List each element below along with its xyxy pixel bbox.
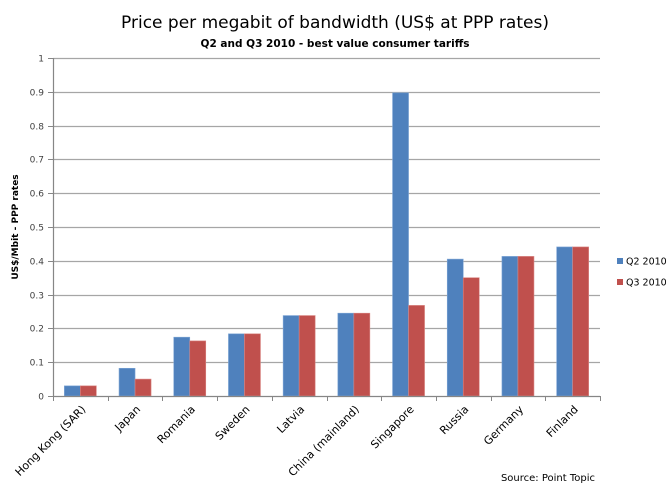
bar-q3-2010-latvia	[298, 315, 316, 397]
x-tick-label: Russia	[437, 403, 471, 437]
y-tick-label: 0	[38, 393, 44, 403]
x-tick-label: Hong Kong (SAR)	[13, 403, 89, 479]
legend-swatch	[617, 258, 623, 264]
bar-q2-2010-russia	[446, 258, 464, 397]
y-tick-label: 0.1	[30, 359, 44, 369]
bar-q2-2010-finland	[556, 246, 573, 397]
bar-q2-2010-hong-kong-sar	[64, 385, 81, 397]
bar-q2-2010-singapore	[392, 92, 409, 397]
bar-q2-2010-china-mainland	[337, 312, 355, 397]
bar-q2-2010-japan	[118, 367, 136, 397]
bar-q2-2010-latvia	[282, 315, 300, 397]
bar-q3-2010-germany	[517, 256, 535, 397]
gridlines	[53, 57, 600, 364]
legend-label: Q3 2010	[626, 278, 667, 289]
x-tick-label: Germany	[481, 403, 526, 448]
bar-q2-2010-sweden	[228, 333, 245, 397]
bar-q3-2010-china-mainland	[353, 312, 371, 397]
axes	[52, 58, 600, 398]
legend-label: Q2 2010	[626, 257, 667, 268]
x-axis-ticks: Hong Kong (SAR) Japan Romania Sweden LatviaC…	[13, 396, 601, 479]
x-tick-label: Japan	[112, 403, 144, 435]
bar-q2-2010-germany	[501, 256, 519, 397]
legend-swatch	[617, 279, 623, 285]
y-tick-label: 0.4	[30, 258, 45, 268]
chart-subtitle: Q2 and Q3 2010 - best value consumer tar…	[201, 38, 470, 50]
x-tick-label: Romania	[155, 403, 198, 446]
bar-q3-2010-japan	[134, 378, 152, 397]
bar-q3-2010-hong-kong-sar	[80, 385, 97, 397]
y-tick-label: 0.9	[30, 89, 45, 99]
y-tick-label: 0.3	[30, 292, 44, 302]
y-tick-label: 0.8	[30, 123, 45, 133]
chart-title: Price per megabit of bandwidth (US$ at P…	[121, 13, 549, 33]
y-tick-label: 0.6	[30, 190, 45, 200]
bar-q2-2010-romania	[173, 336, 191, 397]
bar-q3-2010-russia	[462, 277, 480, 397]
bars	[64, 92, 589, 397]
legend: Q2 2010 Q3 2010	[617, 257, 667, 289]
y-tick-label: 0.2	[30, 325, 44, 335]
y-axis-ticks: 0 0.1 0.2 0.3 0.4 0.5 0.6 0.7 0.8 0.9 1	[30, 55, 53, 403]
y-tick-label: 0.7	[30, 156, 44, 166]
x-tick-label: Finland	[544, 403, 581, 440]
y-tick-label: 0.5	[30, 224, 44, 234]
y-tick-label: 1	[38, 55, 44, 65]
bar-q3-2010-singapore	[408, 305, 425, 397]
y-axis-label: US$/Mbit - PPP rates	[11, 174, 21, 279]
x-tick-label: Sweden	[213, 403, 253, 443]
source-note: Source: Point Topic	[501, 473, 595, 484]
x-tick-label: Latvia	[274, 403, 307, 436]
bar-q3-2010-finland	[572, 246, 589, 397]
x-tick-label: Singapore	[368, 403, 417, 452]
bar-q3-2010-sweden	[244, 333, 261, 397]
bar-q3-2010-romania	[189, 340, 207, 397]
